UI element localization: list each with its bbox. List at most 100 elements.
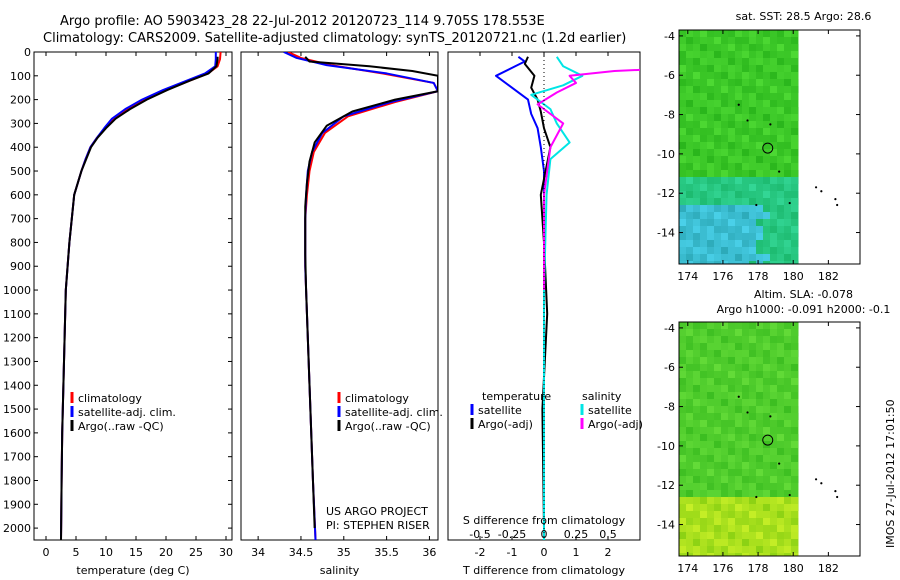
- temperature-legend-label: Argo(..raw -QC): [78, 420, 164, 433]
- sst-map-cell: [742, 198, 749, 205]
- sst-map-cell: [770, 72, 777, 79]
- sst-map-cell: [791, 219, 798, 226]
- sla-map-cell: [721, 490, 728, 497]
- sla-map-cell: [749, 427, 756, 434]
- sla-map-cell: [756, 504, 763, 511]
- sst-map-cell: [679, 205, 686, 212]
- sst-map-cell: [679, 163, 686, 170]
- sla-map-cell: [707, 546, 714, 553]
- sla-map-cell: [686, 392, 693, 399]
- sla-map-cell: [728, 441, 735, 448]
- sla-map-cell: [679, 546, 686, 553]
- sla-map-cell: [756, 532, 763, 539]
- sla-map-cell: [707, 511, 714, 518]
- sla-map-cell: [735, 336, 742, 343]
- sst-map-island-dot: [737, 103, 740, 106]
- sst-map-cell: [735, 205, 742, 212]
- sla-map-cell: [693, 525, 700, 532]
- sla-map-cell: [756, 343, 763, 350]
- sla-map-cell: [686, 336, 693, 343]
- sla-map-cell: [777, 322, 784, 329]
- sst-map-cell: [728, 128, 735, 135]
- sla-map-cell: [693, 518, 700, 525]
- sst-map-cell: [721, 37, 728, 44]
- sla-map-cell: [777, 490, 784, 497]
- sst-map-cell: [770, 65, 777, 72]
- sst-map-cell: [707, 177, 714, 184]
- sst-map-cell: [686, 261, 693, 264]
- sla-map-cell: [679, 434, 686, 441]
- sla-map-cell: [791, 350, 798, 357]
- sla-map-cell: [693, 399, 700, 406]
- sst-map-cell: [777, 212, 784, 219]
- sst-map-cell: [791, 170, 798, 177]
- sla-map-cell: [791, 511, 798, 518]
- sla-map-cell: [728, 392, 735, 399]
- sst-map-cell: [742, 226, 749, 233]
- sst-map-cell: [742, 100, 749, 107]
- sla-map-cell: [728, 420, 735, 427]
- sst-map-cell: [749, 65, 756, 72]
- sla-map-cell: [721, 392, 728, 399]
- sla-map-cell: [707, 553, 714, 556]
- sst-map-cell: [770, 212, 777, 219]
- sst-map-cell: [700, 156, 707, 163]
- sla-map-cell: [693, 329, 700, 336]
- sla-map-cell: [735, 511, 742, 518]
- sla-map-cell: [763, 350, 770, 357]
- sst-map-cell: [784, 128, 791, 135]
- sst-map-cell: [770, 240, 777, 247]
- temperature-xtick-label: 0: [43, 546, 50, 559]
- sla-map-cell: [686, 350, 693, 357]
- sla-map-cell: [749, 420, 756, 427]
- sla-map-cell: [700, 427, 707, 434]
- sst-map-cell: [784, 219, 791, 226]
- sst-map-cell: [763, 30, 770, 37]
- sst-map-island-dot: [778, 170, 781, 173]
- sst-map-cell: [777, 261, 784, 264]
- sst-map-cell: [784, 121, 791, 128]
- sla-map-cell: [700, 462, 707, 469]
- sst-map-cell: [721, 226, 728, 233]
- sst-map-cell: [735, 149, 742, 156]
- sla-map-cell: [721, 343, 728, 350]
- sla-map-cell: [679, 504, 686, 511]
- sla-map-cell: [770, 420, 777, 427]
- sla-map-cell: [728, 427, 735, 434]
- sst-map-cell: [714, 51, 721, 58]
- sla-map-cell: [735, 483, 742, 490]
- sla-map-cell: [693, 434, 700, 441]
- sst-map-ytick-label: -12: [657, 187, 675, 200]
- sla-map-axes-box: [678, 321, 861, 557]
- sst-map-cell: [770, 254, 777, 261]
- sla-map-cell: [714, 462, 721, 469]
- sst-map-cell: [693, 44, 700, 51]
- sst-map-cell: [784, 205, 791, 212]
- sla-map-cell: [686, 434, 693, 441]
- sla-map-cell: [714, 434, 721, 441]
- sst-map-cell: [784, 184, 791, 191]
- sla-map-cell: [770, 350, 777, 357]
- sst-map-cell: [693, 205, 700, 212]
- sla-map-cell: [742, 448, 749, 455]
- sla-map-cell: [679, 420, 686, 427]
- sst-map-cell: [784, 233, 791, 240]
- sst-map-cell: [784, 51, 791, 58]
- sla-map-cell: [721, 504, 728, 511]
- sst-map-cell: [679, 86, 686, 93]
- sst-map-cell: [721, 30, 728, 37]
- sla-map-cell: [693, 504, 700, 511]
- sla-map-cell: [679, 385, 686, 392]
- sla-map-cell: [777, 350, 784, 357]
- sla-map-cell: [763, 322, 770, 329]
- sla-map-cell: [728, 364, 735, 371]
- sla-map-cell: [770, 553, 777, 556]
- sst-map-cell: [693, 135, 700, 142]
- sla-map-cell: [742, 525, 749, 532]
- sla-map-cell: [791, 357, 798, 364]
- sla-map-cell: [791, 371, 798, 378]
- sst-map-cell: [714, 170, 721, 177]
- sst-map-cell: [756, 198, 763, 205]
- sla-map-cell: [770, 441, 777, 448]
- sst-map-cell: [756, 240, 763, 247]
